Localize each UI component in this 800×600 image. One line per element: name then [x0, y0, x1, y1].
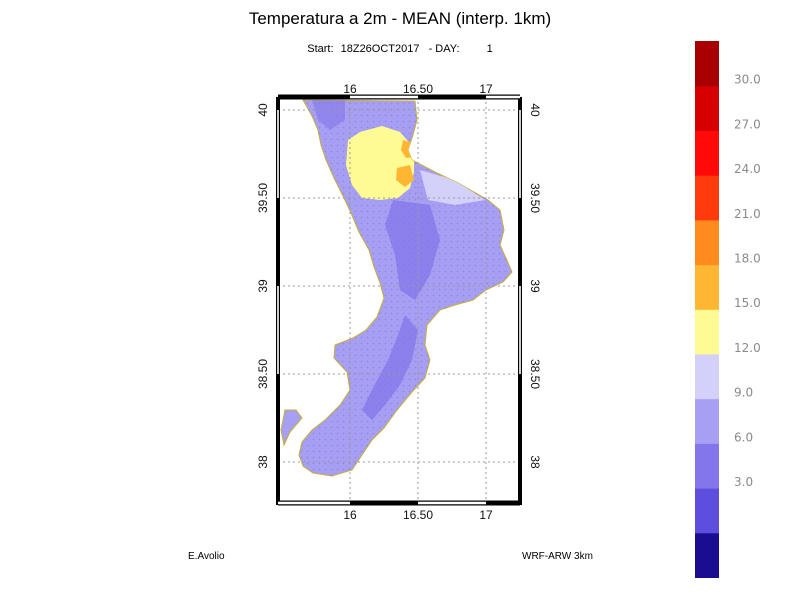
lat-right-38-50: 38.50 — [528, 359, 542, 389]
lat-left-38-50: 38.50 — [256, 359, 270, 389]
lat-right-39: 39 — [528, 279, 542, 293]
colorbar-swatch-5 — [695, 309, 719, 355]
lon-top-16-50: 16.50 — [403, 82, 433, 96]
colorbar-swatch-3 — [695, 398, 719, 444]
lat-left-39-50: 39.50 — [256, 183, 270, 213]
lat-left-labels: 40 39.50 39 38.50 38 — [256, 103, 270, 469]
field-12-15-coast — [420, 170, 485, 205]
lat-left-39: 39 — [256, 279, 270, 293]
lon-bottom-16-50: 16.50 — [403, 508, 433, 522]
colorbar-label-4: 18.0 — [734, 252, 761, 266]
lon-top-17: 17 — [479, 82, 493, 96]
graticule — [278, 97, 520, 505]
model-credit: WRF-ARW 3km — [522, 551, 593, 562]
day-label: - DAY: — [428, 43, 460, 55]
colorbar-swatch-1 — [695, 488, 719, 534]
colorbar-label-0: 30.0 — [734, 73, 761, 87]
lon-top-16: 16 — [343, 82, 357, 96]
lat-right-39-50: 39.50 — [528, 183, 542, 213]
colorbar: 30.0 27.0 24.0 21.0 18.0 15.0 12.0 9.0 6.0 3.0 — [695, 41, 761, 578]
colorbar-swatch-9 — [695, 130, 719, 176]
start-value: 18Z26OCT2017 — [340, 43, 420, 55]
lat-left-38: 38 — [256, 455, 270, 469]
colorbar-swatch-10 — [695, 85, 719, 131]
frame-border — [276, 94, 522, 506]
field-15-18-plain — [346, 126, 414, 200]
colorbar-label-5: 15.0 — [734, 296, 761, 310]
run-info: Start: 18Z26OCT2017 - DAY: 1 — [0, 43, 800, 55]
lon-bottom-17: 17 — [479, 508, 493, 522]
map-title: Temperatura a 2m - MEAN (interp. 1km) — [248, 9, 552, 28]
day-value: 1 — [486, 43, 493, 55]
colorbar-label-6: 12.0 — [734, 341, 761, 355]
lon-bottom-16: 16 — [343, 508, 357, 522]
lat-left-40: 40 — [256, 103, 270, 117]
lat-right-40: 40 — [528, 103, 542, 117]
field-18-21-b — [396, 165, 414, 187]
colorbar-swatch-11 — [695, 41, 719, 87]
colorbar-swatch-4 — [695, 353, 719, 400]
colorbar-label-1: 27.0 — [734, 117, 761, 131]
lat-right-38: 38 — [528, 455, 542, 469]
colorbar-swatch-2 — [695, 443, 719, 489]
colorbar-swatch-8 — [695, 175, 719, 221]
start-label: Start: — [307, 43, 334, 55]
sicily-tip — [280, 409, 303, 447]
colorbar-label-9: 3.0 — [734, 475, 753, 489]
lat-right-labels: 40 39.50 39 38.50 38 — [528, 103, 542, 469]
colorbar-swatch-7 — [695, 219, 719, 266]
lon-bottom-labels: 16 16.50 17 — [343, 508, 493, 522]
colorbar-label-2: 24.0 — [734, 162, 761, 176]
field-cool-north — [312, 100, 345, 130]
field-cool-mountains — [385, 200, 440, 300]
colorbar-swatch-6 — [695, 264, 719, 310]
lon-top-labels: 16 16.50 17 — [343, 82, 493, 96]
colorbar-swatch-0 — [695, 532, 719, 578]
colorbar-label-7: 9.0 — [734, 386, 753, 400]
colorbar-label-3: 21.0 — [734, 207, 761, 221]
field-cool-aspromonte — [362, 315, 418, 420]
author-credit: E.Avolio — [188, 551, 225, 562]
colorbar-label-8: 6.0 — [734, 430, 753, 444]
